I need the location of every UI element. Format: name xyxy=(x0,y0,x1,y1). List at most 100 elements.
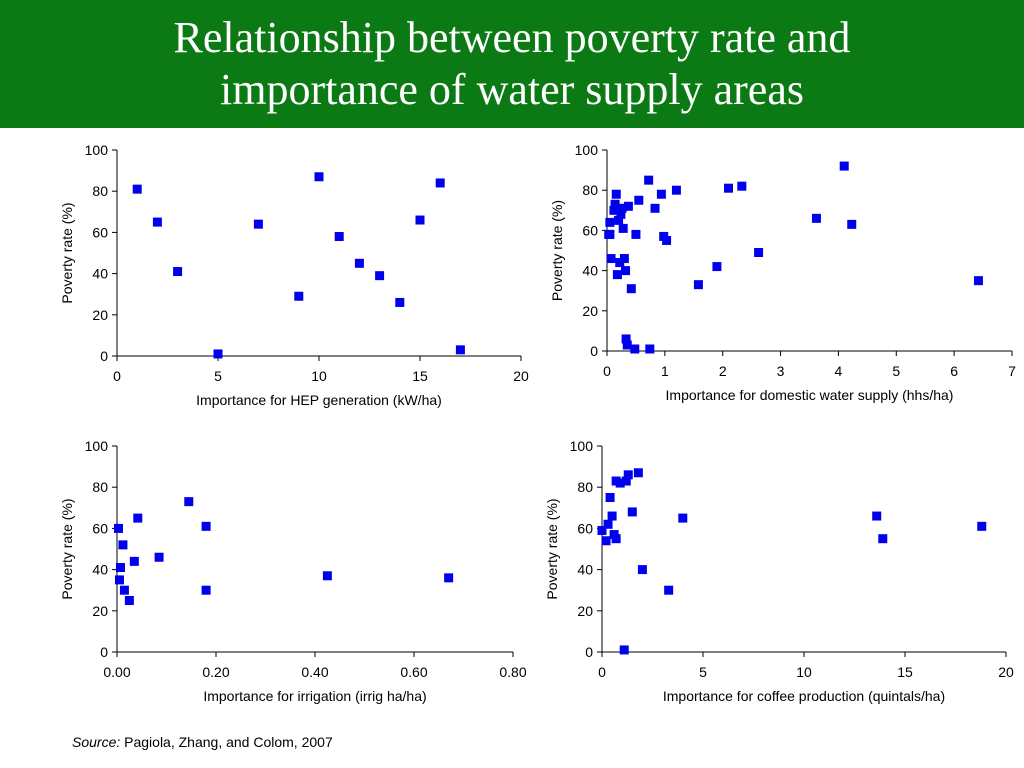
chart-0-x-tick-label: 5 xyxy=(214,368,222,384)
chart-3-data-point xyxy=(878,534,888,544)
chart-2-y-tick-label: 60 xyxy=(92,520,108,536)
chart-1-data-point xyxy=(724,183,733,193)
chart-hep-generation: 0 20 40 60 80 100 0 5 10 15 20 Importance for HEP g… xyxy=(59,142,529,408)
chart-0-data-point xyxy=(354,258,364,268)
chart-1-x-tick-label: 0 xyxy=(603,363,611,379)
chart-1-y-tick-label: 60 xyxy=(582,222,598,238)
chart-2-y-axis-title: Poverty rate (%) xyxy=(59,498,75,599)
chart-3-data-point xyxy=(619,645,629,655)
chart-2-x-axis-title: Importance for irrigation (irrig ha/ha) xyxy=(203,688,426,704)
chart-1-data-point xyxy=(973,276,983,286)
chart-2-data-point xyxy=(322,571,332,581)
slide-title: Relationship between poverty rate and im… xyxy=(62,12,962,116)
chart-2-data-point xyxy=(184,497,194,507)
chart-3-y-tick-label: 100 xyxy=(570,438,594,454)
chart-3-data-point xyxy=(607,511,617,521)
chart-1-x-tick-label: 6 xyxy=(950,363,958,379)
chart-3-data-point xyxy=(623,470,633,480)
chart-1-x-axis-title: Importance for domestic water supply (hh… xyxy=(666,387,954,403)
chart-2-x-tick-label: 0.20 xyxy=(202,664,229,680)
chart-2-y-tick-label: 20 xyxy=(92,603,108,619)
chart-2-x-tick-label: 0.80 xyxy=(499,664,526,680)
chart-1-x-tick-label: 2 xyxy=(719,363,727,379)
chart-domestic-water: 0 20 40 60 80 100 0 1 2 3 4 5 6 7 Importance for domes… xyxy=(549,142,1016,403)
chart-1-data-point xyxy=(617,203,627,213)
source-label: Source: xyxy=(72,734,121,750)
chart-2-data-point xyxy=(444,573,454,583)
chart-3-data-point xyxy=(664,585,674,595)
chart-0-y-axis-title: Poverty rate (%) xyxy=(59,202,75,303)
chart-1-x-tick-label: 1 xyxy=(661,363,669,379)
chart-3-data-point xyxy=(597,525,607,535)
chart-1-data-point xyxy=(618,223,628,233)
chart-3-data-point xyxy=(872,511,882,521)
title-line-2: importance of water supply areas xyxy=(220,65,804,114)
chart-2-y-tick-label: 0 xyxy=(100,644,108,660)
chart-2-x-tick-label: 0.00 xyxy=(103,664,130,680)
chart-3-data-point xyxy=(678,513,688,523)
chart-2-data-point xyxy=(119,585,129,595)
chart-1-data-point xyxy=(644,175,654,185)
chart-0-data-point xyxy=(415,215,425,225)
chart-3-y-tick-label: 20 xyxy=(577,603,593,619)
chart-0-x-tick-label: 15 xyxy=(412,368,428,384)
chart-0-y-tick-label: 40 xyxy=(92,266,108,282)
chart-1-x-tick-label: 4 xyxy=(835,363,843,379)
chart-0-data-point xyxy=(253,219,263,229)
chart-1-data-point xyxy=(712,262,722,272)
chart-3-data-point xyxy=(611,534,621,544)
chart-1-data-point xyxy=(616,209,626,219)
chart-0-data-point xyxy=(395,297,405,307)
chart-3-x-tick-label: 5 xyxy=(699,664,707,680)
chart-0-data-point xyxy=(213,349,223,359)
chart-1-data-point xyxy=(737,181,747,191)
chart-1-data-point xyxy=(622,340,632,350)
chart-0-data-point xyxy=(173,267,183,277)
chart-0-y-tick-label: 100 xyxy=(85,142,109,158)
chart-1-data-point xyxy=(621,266,631,276)
chart-1-data-point xyxy=(662,235,672,245)
chart-0-data-point xyxy=(152,217,162,227)
chart-2-y-tick-label: 40 xyxy=(92,562,108,578)
chart-2-data-point xyxy=(201,585,211,595)
chart-1-data-point xyxy=(609,205,619,215)
chart-0-y-tick-label: 60 xyxy=(92,224,108,240)
chart-1-x-tick-label: 5 xyxy=(892,363,900,379)
chart-1-data-point xyxy=(626,284,636,294)
chart-3-data-point xyxy=(615,478,625,488)
chart-2-y-tick-label: 100 xyxy=(85,438,109,454)
chart-2-x-tick-label: 0.40 xyxy=(301,664,328,680)
chart-1-y-axis-title: Poverty rate (%) xyxy=(549,200,565,301)
chart-0-x-tick-label: 20 xyxy=(513,368,529,384)
chart-1-data-point xyxy=(623,201,633,211)
chart-1-data-point xyxy=(847,219,857,229)
chart-1-data-point xyxy=(606,254,616,264)
chart-3-y-tick-label: 60 xyxy=(577,520,593,536)
chart-0-y-tick-label: 80 xyxy=(92,183,108,199)
chart-0-data-point xyxy=(435,178,445,188)
source-note: Source: Pagiola, Zhang, and Colom, 2007 xyxy=(72,734,333,750)
chart-2-data-point xyxy=(133,513,143,523)
chart-2-data-point xyxy=(115,563,125,573)
chart-irrigation: 0 20 40 60 80 100 0.00 0.20 0.40 0.60 0.80 Importan… xyxy=(59,438,527,704)
chart-0-data-point xyxy=(455,345,465,355)
chart-3-data-point xyxy=(605,493,615,502)
chart-2-data-point xyxy=(113,523,123,533)
chart-3-x-tick-label: 0 xyxy=(598,664,606,680)
chart-3-data-point xyxy=(977,521,987,531)
chart-1-data-point xyxy=(621,334,631,344)
chart-0-data-point xyxy=(375,271,385,281)
chart-0-x-tick-label: 0 xyxy=(113,368,121,384)
chart-0-data-point xyxy=(314,172,324,182)
chart-1-data-point xyxy=(605,217,615,227)
chart-1-data-point xyxy=(839,161,849,171)
chart-1-x-tick-label: 3 xyxy=(777,363,785,379)
chart-3-x-tick-label: 15 xyxy=(897,664,913,680)
chart-3-data-point xyxy=(621,476,631,486)
source-text: Pagiola, Zhang, and Colom, 2007 xyxy=(124,734,333,750)
chart-3-y-axis-title: Poverty rate (%) xyxy=(544,498,560,599)
chart-3-y-tick-label: 0 xyxy=(585,644,593,660)
chart-3-y-tick-label: 80 xyxy=(577,479,593,495)
chart-1-y-tick-label: 20 xyxy=(582,303,598,319)
chart-2-x-tick-label: 0.60 xyxy=(400,664,427,680)
